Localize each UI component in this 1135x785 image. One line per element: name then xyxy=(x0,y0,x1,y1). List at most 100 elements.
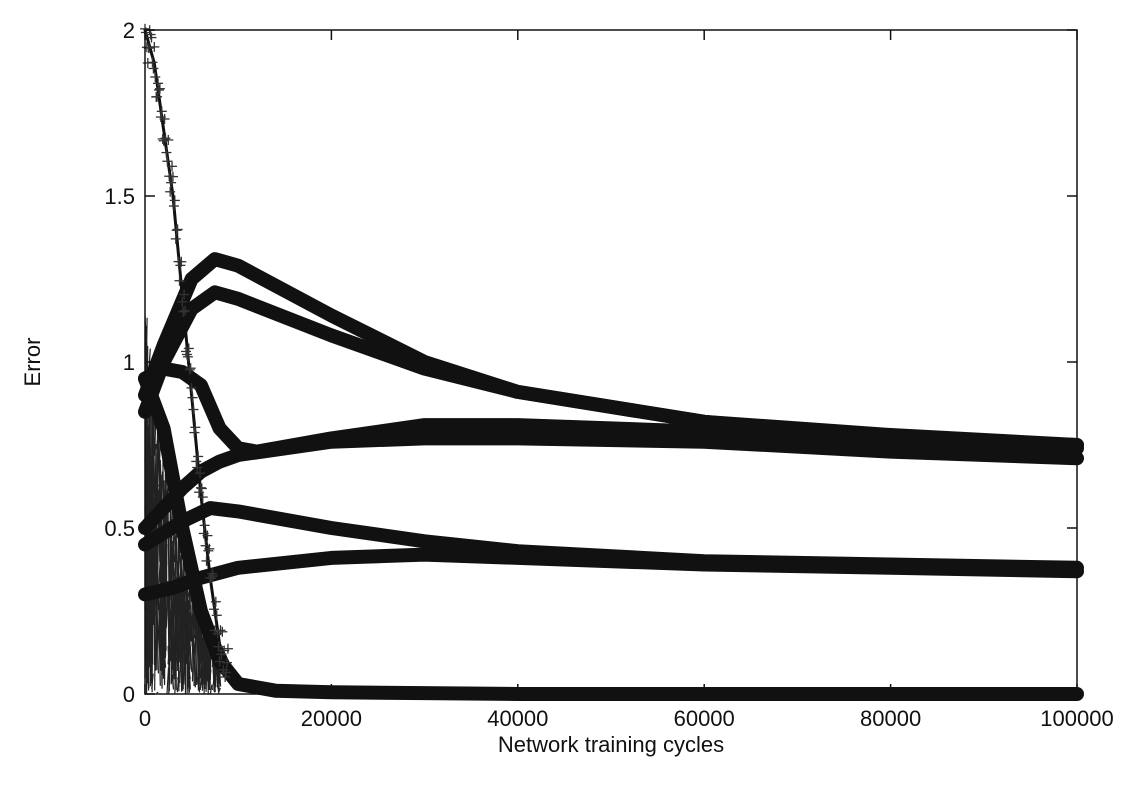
plus-marker xyxy=(199,520,210,531)
plus-marker xyxy=(180,305,191,316)
noise-spike xyxy=(163,648,167,668)
plus-marker xyxy=(166,177,177,188)
noise-spike xyxy=(154,608,158,671)
series-line xyxy=(138,252,1084,456)
plus-marker xyxy=(193,451,204,462)
noise-spike xyxy=(176,589,180,665)
plus-marker xyxy=(181,349,192,360)
noise-spike xyxy=(184,624,187,651)
y-tick-label: 1 xyxy=(123,350,135,375)
x-tick-label: 0 xyxy=(139,706,151,731)
noise-spike xyxy=(146,609,150,629)
plus-marker xyxy=(222,643,233,654)
noise-spike xyxy=(164,490,168,659)
noise-spike xyxy=(156,691,159,694)
plus-marker xyxy=(150,71,161,82)
plus-marker xyxy=(156,106,167,117)
plus-marker xyxy=(213,641,224,652)
noise-spike xyxy=(173,541,177,680)
plus-marker xyxy=(177,296,188,307)
noise-spike xyxy=(190,618,194,650)
plus-marker xyxy=(172,224,183,235)
plus-marker xyxy=(189,427,200,438)
plus-marker xyxy=(159,113,170,124)
noise-spike xyxy=(194,619,198,688)
noise-spike xyxy=(157,489,161,563)
x-tick-label: 60000 xyxy=(674,706,735,731)
plus-marker xyxy=(163,134,174,145)
x-tick-label: 100000 xyxy=(1040,706,1113,731)
plus-marker xyxy=(158,135,169,146)
noise-spike xyxy=(168,598,172,685)
noise-spike xyxy=(193,627,197,686)
noise-spike xyxy=(198,623,201,666)
plus-marker xyxy=(202,530,213,541)
plus-marker xyxy=(179,289,190,300)
plus-marker xyxy=(191,456,202,467)
noise-spike xyxy=(179,651,182,654)
plus-marker xyxy=(182,351,193,362)
plus-marker xyxy=(220,672,231,683)
plus-marker xyxy=(197,492,208,503)
y-tick-label: 1.5 xyxy=(104,184,135,209)
noise-spike xyxy=(189,616,192,633)
plus-marker xyxy=(165,186,176,197)
plus-marker xyxy=(185,363,196,374)
noise-spike xyxy=(202,668,205,681)
plus-marker xyxy=(184,364,195,375)
plus-marker xyxy=(149,41,160,52)
noise-spike xyxy=(197,650,201,693)
noise-spike xyxy=(154,452,157,691)
plus-marker xyxy=(192,462,203,473)
plus-marker xyxy=(201,555,212,566)
plus-marker xyxy=(152,91,163,102)
x-tick-label: 80000 xyxy=(860,706,921,731)
plus-marker xyxy=(204,543,215,554)
noise-spike xyxy=(183,591,187,694)
noise-spike xyxy=(188,659,191,689)
plus-marker xyxy=(170,233,181,244)
plus-marker xyxy=(178,306,189,317)
noise-spike xyxy=(218,687,221,693)
noise-spike xyxy=(151,673,154,689)
plus-marker xyxy=(203,545,214,556)
plus-marker xyxy=(146,32,157,43)
plus-marker xyxy=(196,483,207,494)
plus-marker xyxy=(215,625,226,636)
plus-marker xyxy=(174,275,185,286)
plus-marker xyxy=(208,571,219,582)
series-group xyxy=(138,28,1084,701)
x-tick-label: 20000 xyxy=(301,706,362,731)
y-tick-label: 0 xyxy=(123,682,135,707)
noise-spike xyxy=(179,637,182,684)
plus-marker xyxy=(168,201,179,212)
plus-marker xyxy=(154,83,165,94)
plus-marker xyxy=(167,161,178,172)
plus-marker xyxy=(187,392,198,403)
y-tick-label: 2 xyxy=(123,18,135,43)
plus-marker xyxy=(160,133,171,144)
plus-marker xyxy=(171,225,182,236)
plus-marker xyxy=(167,171,178,182)
axis-ticks: 0 20000 40000 60000 80000 100000 0 0.5 1 1.5 2 xyxy=(104,18,1113,731)
noise-spike xyxy=(182,623,186,663)
noise-spike xyxy=(166,667,170,694)
plus-marker xyxy=(195,482,206,493)
plus-marker xyxy=(208,604,219,615)
marker-group xyxy=(140,23,233,683)
noise-spike xyxy=(188,600,191,610)
noise-spike xyxy=(189,645,193,673)
plus-marker xyxy=(176,256,187,267)
plus-marker xyxy=(217,626,228,637)
plus-marker xyxy=(188,404,199,415)
plus-marker xyxy=(194,468,205,479)
plus-marker xyxy=(162,156,173,167)
noise-spike xyxy=(160,640,164,669)
y-tick-label: 0.5 xyxy=(104,516,135,541)
series-line xyxy=(138,285,1084,452)
series-line xyxy=(138,547,1084,602)
plus-marker xyxy=(161,147,172,158)
plus-marker xyxy=(211,610,222,621)
plus-marker xyxy=(169,195,180,206)
plus-marker xyxy=(207,568,218,579)
